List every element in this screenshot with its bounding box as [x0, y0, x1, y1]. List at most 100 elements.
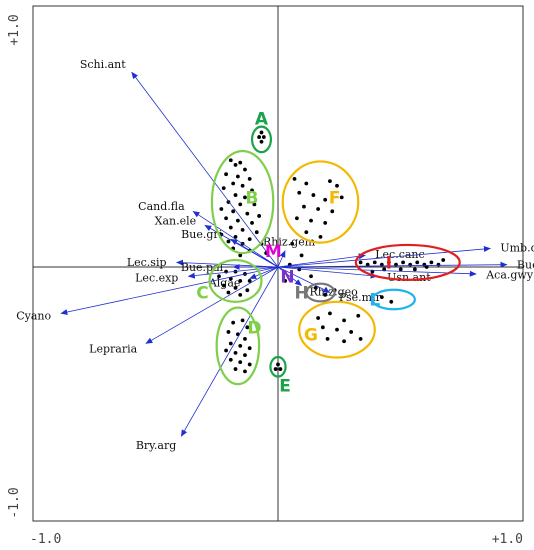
sample-point [316, 316, 321, 320]
sample-point [226, 239, 231, 244]
group-label-a: A [255, 110, 269, 130]
sample-point [372, 260, 377, 265]
sample-point [245, 211, 250, 216]
vector-label-algae: Algae [208, 276, 241, 289]
sample-point [412, 267, 417, 272]
sample-point [302, 204, 306, 209]
sample-point [424, 265, 429, 269]
sample-point [252, 202, 257, 207]
sample-point [311, 193, 316, 197]
sample-point [304, 181, 309, 186]
x-tick-min: -1.0 [30, 532, 61, 547]
group-label-l: L [369, 290, 380, 310]
sample-point [243, 167, 247, 172]
sample-point [233, 285, 238, 290]
group-ellipses: A B C D E F G H IL MN [196, 110, 461, 396]
sample-point [221, 283, 226, 288]
sample-point [356, 313, 361, 318]
group-label-n: N [280, 267, 294, 287]
sample-point [382, 267, 387, 272]
group-label-b: B [246, 188, 259, 208]
sample-point [294, 216, 299, 221]
vector-label-lepraria: Lepraria [89, 343, 137, 356]
vector-label-aca-gwy: Aca.gwy [485, 268, 534, 281]
sample-point [335, 183, 339, 188]
sample-point [330, 209, 335, 214]
sample-point [233, 193, 238, 197]
group-label-f: F [329, 188, 341, 208]
group-ellipse-b [210, 149, 275, 255]
sample-point [231, 209, 236, 214]
sample-point [292, 176, 297, 181]
group-label-e: E [279, 376, 291, 396]
vector-label-lec-sip: Lec.sip [127, 256, 167, 269]
vector-label-lec-canc: Lec.canc [375, 248, 424, 261]
sample-point [235, 218, 240, 223]
sample-point [235, 174, 240, 179]
sample-point [228, 357, 233, 362]
vector-label-bry-arg: Bry.arg [136, 439, 176, 452]
sample-point [247, 279, 252, 283]
sample-point [328, 311, 332, 316]
sample-point [238, 253, 243, 258]
sample-point [219, 207, 224, 211]
sample-point [339, 195, 344, 200]
sample-point [228, 341, 233, 346]
vector-algae [249, 266, 279, 279]
sample-point [259, 139, 264, 144]
sample-point [250, 221, 254, 225]
sample-point [247, 346, 252, 351]
sample-point [429, 260, 434, 265]
sample-point [290, 241, 295, 246]
vector-schi-ant [131, 71, 279, 268]
group-ellipse-i [354, 243, 461, 281]
vector-lec-exp [187, 266, 279, 279]
group-ellipse-a [250, 125, 273, 154]
group-ellipse-h [305, 282, 336, 303]
sample-point [233, 234, 238, 239]
group-label-g: G [304, 325, 318, 345]
group-label-m: M [265, 242, 282, 262]
sample-point [243, 369, 247, 374]
group-label-i: I [386, 253, 392, 273]
vector-pse-mir [277, 266, 331, 293]
sample-point [257, 214, 262, 218]
sample-point [273, 367, 278, 371]
sample-point [245, 325, 250, 330]
sample-point [387, 260, 391, 265]
group-ellipse-l [371, 288, 416, 311]
sample-point [247, 176, 252, 181]
sample-point [299, 253, 304, 258]
sample-point [283, 279, 287, 283]
group-ellipse-e [269, 355, 287, 378]
group-label-c: C [196, 284, 208, 304]
sample-point [323, 292, 328, 297]
sample-point [238, 160, 243, 165]
sample-point [226, 290, 231, 295]
sample-point [254, 230, 259, 235]
sample-point [398, 267, 403, 272]
vector-label-usn-ant: Usn.ant [387, 271, 431, 284]
sample-point [316, 207, 321, 211]
sample-point [243, 337, 247, 341]
sample-point [243, 353, 247, 358]
sample-point [217, 274, 221, 279]
sample-point [240, 318, 245, 323]
sample-point [238, 360, 243, 365]
sample-point [226, 330, 231, 334]
sample-point [278, 367, 283, 371]
sample-point [228, 225, 233, 230]
sample-point [240, 227, 245, 232]
sample-point [436, 262, 441, 267]
vector-rhiz-geo [277, 266, 302, 286]
sample-point [323, 197, 328, 202]
y-tick-max: +1.0 [7, 14, 22, 45]
sample-point [379, 295, 384, 300]
vector-cyano [60, 266, 279, 315]
sample-point [320, 325, 325, 330]
sample-point [328, 179, 332, 184]
sample-point [247, 237, 252, 242]
vector-lec-sip [176, 259, 279, 268]
